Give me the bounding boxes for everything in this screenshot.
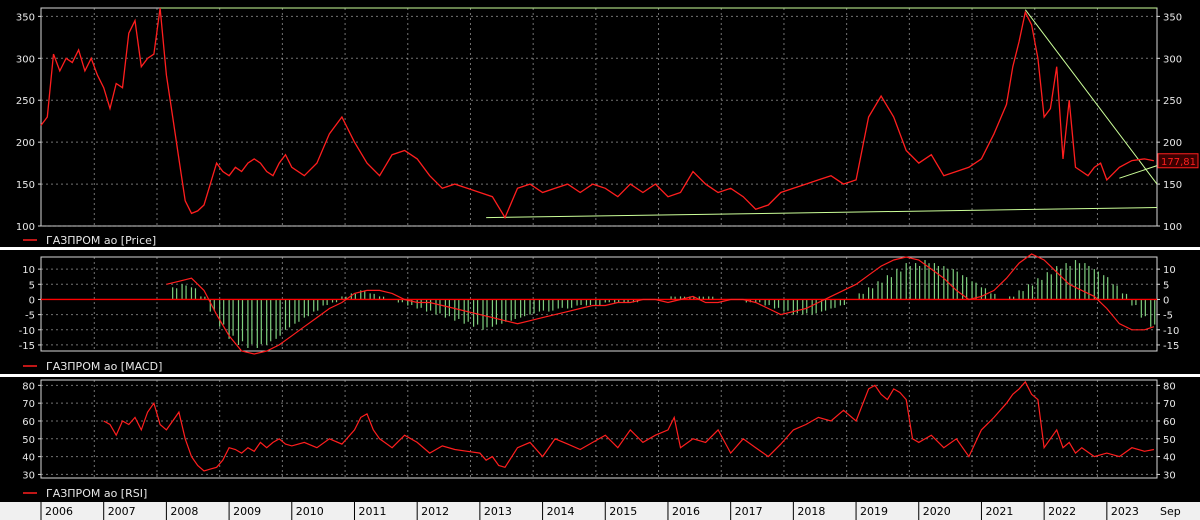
macd-y-tick-label: 5 (1163, 280, 1169, 291)
macd-y-tick-label: -5 (25, 311, 35, 322)
last-price-badge: 177,81 (1157, 153, 1199, 169)
price-y-tick-label: 350 (16, 12, 35, 23)
rsi-y-tick-label: 80 (1163, 381, 1176, 392)
time-axis-year-label: 2018 (797, 505, 825, 518)
rsi-y-tick-label: 60 (1163, 417, 1176, 428)
time-axis-year-label: 2008 (170, 505, 198, 518)
macd-y-tick-label: 0 (1163, 295, 1169, 306)
price-y-tick-label: 100 (1163, 222, 1182, 233)
macd-legend-label: ГАЗПРОМ ао [MACD] (46, 360, 162, 373)
rsi-y-tick-label: 70 (1163, 399, 1176, 410)
price-series-line[interactable] (40, 7, 1155, 220)
descending-trendline (1024, 9, 1158, 185)
price-legend: ГАЗПРОМ ао [Price] (23, 234, 156, 247)
time-axis-labels: 2006 2007 2008 2009 2010 2011 2012 2013 2014 2015… (40, 502, 1139, 520)
macd-y-tick-label: 0 (29, 295, 35, 306)
price-legend-label: ГАЗПРОМ ао [Price] (46, 234, 156, 247)
rsi-grid (41, 380, 1157, 478)
rsi-panel: 30 40 50 60 70 80 30 40 50 60 70 80 ГАЗПРОМ ао [RS… (22, 379, 1176, 500)
rsi-y-tick-label: 70 (22, 399, 35, 410)
macd-y-tick-label: 5 (29, 280, 35, 291)
rsi-legend-label: ГАЗПРОМ ао [RSI] (46, 487, 147, 500)
rsi-y-tick-label: 40 (1163, 453, 1176, 464)
support-trendline (486, 207, 1158, 219)
last-price-badge-box (1157, 153, 1199, 169)
price-y-tick-label: 200 (1163, 138, 1182, 149)
time-axis-year-label: 2015 (609, 505, 637, 518)
price-y-tick-label: 150 (1163, 180, 1182, 191)
macd-y-ticks-left: -15 -10 -5 0 5 10 (19, 265, 41, 352)
macd-series-line[interactable] (166, 253, 1155, 355)
price-y-tick-label: 200 (16, 138, 35, 149)
macd-y-tick-label: -15 (19, 341, 35, 352)
price-y-ticks-left: 100 150 200 250 300 350 (16, 12, 41, 233)
time-axis-year-label: 2012 (421, 505, 449, 518)
rsi-y-tick-label: 80 (22, 381, 35, 392)
price-panel: 100 150 200 250 300 350 100 150 200 250 300 350 17… (16, 7, 1199, 247)
last-price-label: 177,81 (1161, 157, 1196, 168)
time-axis-band (0, 502, 1200, 520)
price-y-ticks-right: 100 150 200 250 300 350 (1157, 12, 1182, 233)
time-axis-year-label: 2022 (1048, 505, 1076, 518)
rsi-series-line[interactable] (103, 380, 1155, 472)
rsi-y-tick-label: 50 (22, 435, 35, 446)
rsi-y-tick-label: 30 (22, 470, 35, 481)
price-y-tick-label: 300 (1163, 54, 1182, 65)
rsi-y-ticks-right: 30 40 50 60 70 80 (1157, 381, 1176, 481)
time-axis-year-label: 2019 (860, 505, 888, 518)
macd-y-tick-label: -10 (1163, 326, 1179, 337)
rsi-panel-frame (40, 379, 1158, 479)
macd-panel: -15 -10 -5 0 5 10 -15 -10 -5 0 5 10 ГАЗПРОМ ао [MA… (19, 253, 1179, 373)
macd-y-tick-label: -5 (1163, 311, 1173, 322)
rsi-y-ticks-left: 30 40 50 60 70 80 (22, 381, 41, 481)
time-axis-year-label: 2007 (108, 505, 136, 518)
price-y-tick-label: 300 (16, 54, 35, 65)
rsi-y-tick-label: 40 (22, 453, 35, 464)
time-axis-year-label: 2009 (233, 505, 261, 518)
macd-y-ticks-right: -15 -10 -5 0 5 10 (1157, 265, 1179, 352)
short-trendline (1119, 165, 1158, 179)
time-axis-year-label: 2010 (296, 505, 324, 518)
rsi-legend: ГАЗПРОМ ао [RSI] (23, 487, 147, 500)
macd-y-tick-label: -10 (19, 326, 35, 337)
rsi-y-tick-label: 30 (1163, 470, 1176, 481)
macd-y-tick-label: 10 (1163, 265, 1176, 276)
time-axis-end-label: Sep (1160, 505, 1181, 518)
price-y-tick-label: 250 (16, 96, 35, 107)
macd-y-tick-label: -15 (1163, 341, 1179, 352)
macd-legend: ГАЗПРОМ ао [MACD] (23, 360, 162, 373)
price-y-tick-label: 100 (16, 222, 35, 233)
time-axis-year-label: 2013 (484, 505, 512, 518)
rsi-y-tick-label: 60 (22, 417, 35, 428)
time-axis[interactable]: 2006 2007 2008 2009 2010 2011 2012 2013 2014 2015… (0, 502, 1200, 520)
price-y-tick-label: 350 (1163, 12, 1182, 23)
time-axis-year-label: 2016 (672, 505, 700, 518)
price-grid (41, 8, 1157, 227)
time-axis-year-label: 2006 (45, 505, 73, 518)
time-axis-year-label: 2017 (735, 505, 763, 518)
macd-panel-frame (40, 256, 1158, 352)
price-y-tick-label: 250 (1163, 96, 1182, 107)
time-axis-year-label: 2021 (985, 505, 1013, 518)
time-axis-year-label: 2020 (923, 505, 951, 518)
macd-y-tick-label: 10 (22, 265, 35, 276)
time-axis-year-label: 2011 (358, 505, 386, 518)
rsi-y-tick-label: 50 (1163, 435, 1176, 446)
price-y-tick-label: 150 (16, 180, 35, 191)
time-axis-year-label: 2023 (1111, 505, 1139, 518)
price-trendlines (160, 7, 1158, 219)
time-axis-year-label: 2014 (547, 505, 575, 518)
